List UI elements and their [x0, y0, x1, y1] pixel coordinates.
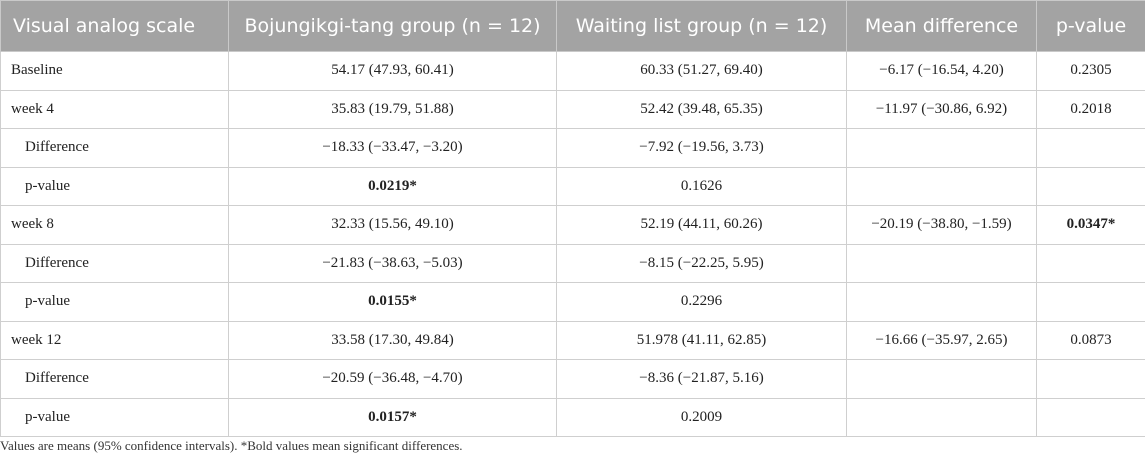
table-cell: −11.97 (−30.86, 6.92)	[846, 89, 1037, 129]
table-cell: 0.0155*	[228, 282, 557, 322]
table-cell	[846, 243, 1037, 283]
table-cell: Baseline	[0, 51, 229, 91]
table-cell	[1036, 282, 1145, 322]
table-row: p-value 0.0219* 0.1626	[0, 166, 1145, 206]
table-cell: −16.66 (−35.97, 2.65)	[846, 320, 1037, 360]
table-cell: 0.2305	[1036, 51, 1145, 91]
table-cell: 52.42 (39.48, 65.35)	[556, 89, 847, 129]
table-cell: p-value	[0, 282, 229, 322]
table-cell: −8.15 (−22.25, 5.95)	[556, 243, 847, 283]
table-cell: 0.2009	[556, 397, 847, 437]
table-cell	[846, 166, 1037, 206]
table-row: p-value 0.0155* 0.2296	[0, 282, 1145, 322]
column-header: Waiting list group (n = 12)	[556, 0, 847, 52]
table-cell: 0.2018	[1036, 89, 1145, 129]
table-cell	[1036, 397, 1145, 437]
table-cell	[1036, 359, 1145, 399]
table-row: Baseline 54.17 (47.93, 60.41) 60.33 (51.27…	[0, 51, 1145, 91]
table-cell: 0.0873	[1036, 320, 1145, 360]
table-row: week 12 33.58 (17.30, 49.84) 51.978 (41.11…	[0, 320, 1145, 360]
table-cell: 52.19 (44.11, 60.26)	[556, 205, 847, 245]
table-cell	[1036, 243, 1145, 283]
table-cell: week 8	[0, 205, 229, 245]
table-cell: 54.17 (47.93, 60.41)	[228, 51, 557, 91]
results-table: Visual analog scale Bojungikgi-tang group…	[0, 0, 1145, 437]
table-cell	[846, 128, 1037, 168]
column-header: p-value	[1036, 0, 1145, 52]
table-row: Difference −18.33 (−33.47, −3.20) −7.92 (−…	[0, 128, 1145, 168]
table-cell: Difference	[0, 128, 229, 168]
table-cell: 0.1626	[556, 166, 847, 206]
table-cell: −20.59 (−36.48, −4.70)	[228, 359, 557, 399]
table-cell: −6.17 (−16.54, 4.20)	[846, 51, 1037, 91]
header-row: Visual analog scale Bojungikgi-tang group…	[0, 0, 1145, 52]
table-cell: 51.978 (41.11, 62.85)	[556, 320, 847, 360]
table-cell	[846, 282, 1037, 322]
table-cell	[1036, 166, 1145, 206]
table-cell: Difference	[0, 359, 229, 399]
table-row: week 8 32.33 (15.56, 49.10) 52.19 (44.11, …	[0, 205, 1145, 245]
table-cell: 0.0347*	[1036, 205, 1145, 245]
table-cell: −8.36 (−21.87, 5.16)	[556, 359, 847, 399]
table-cell: 33.58 (17.30, 49.84)	[228, 320, 557, 360]
column-header: Mean difference	[846, 0, 1037, 52]
table-cell: 32.33 (15.56, 49.10)	[228, 205, 557, 245]
table-cell: 0.0219*	[228, 166, 557, 206]
table-cell	[846, 359, 1037, 399]
table-cell: 0.2296	[556, 282, 847, 322]
table-row: Difference −20.59 (−36.48, −4.70) −8.36 (−…	[0, 359, 1145, 399]
table-cell: Difference	[0, 243, 229, 283]
column-header: Bojungikgi-tang group (n = 12)	[228, 0, 557, 52]
table-row: week 4 35.83 (19.79, 51.88) 52.42 (39.48, …	[0, 89, 1145, 129]
table-cell: week 4	[0, 89, 229, 129]
table-cell	[1036, 128, 1145, 168]
table-body: Baseline 54.17 (47.93, 60.41) 60.33 (51.27…	[0, 51, 1145, 437]
table-cell: week 12	[0, 320, 229, 360]
table-cell: 60.33 (51.27, 69.40)	[556, 51, 847, 91]
table-cell: 0.0157*	[228, 397, 557, 437]
table-cell: −21.83 (−38.63, −5.03)	[228, 243, 557, 283]
table-row: p-value 0.0157* 0.2009	[0, 397, 1145, 437]
table-row: Difference −21.83 (−38.63, −5.03) −8.15 (−…	[0, 243, 1145, 283]
table-cell: p-value	[0, 166, 229, 206]
table-cell: 35.83 (19.79, 51.88)	[228, 89, 557, 129]
table-cell: −18.33 (−33.47, −3.20)	[228, 128, 557, 168]
column-header: Visual analog scale	[0, 0, 229, 52]
footnote: Values are means (95% confidence interva…	[0, 438, 463, 453]
table-cell: −7.92 (−19.56, 3.73)	[556, 128, 847, 168]
table-cell: −20.19 (−38.80, −1.59)	[846, 205, 1037, 245]
table-cell	[846, 397, 1037, 437]
table-cell: p-value	[0, 397, 229, 437]
